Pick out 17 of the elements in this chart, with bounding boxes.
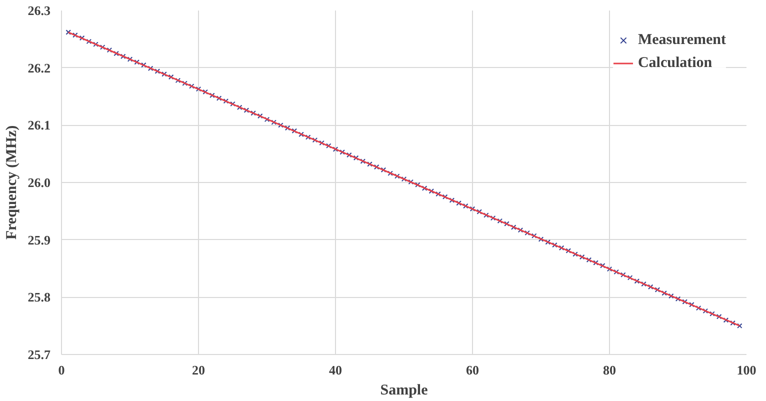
x-tick-label: 100 [736,362,756,378]
x-tick-label: 0 [58,362,65,378]
x-tick-label: 60 [466,362,479,378]
legend-label: Measurement [638,32,726,48]
y-tick-label: 25.7 [28,347,51,362]
y-tick-label: 25.8 [28,290,51,305]
x-tick-label: 80 [603,362,616,378]
y-tick-label: 25.9 [28,232,51,248]
y-tick-label: 26.1 [28,118,50,133]
x-axis-title: Sample [380,382,428,398]
legend-label: Calculation [638,54,712,72]
x-tick-label: 40 [329,362,342,378]
y-axis-title: Frequency (MHz) [4,125,20,240]
x-tick-label: 20 [192,362,205,378]
y-tick-label: 26.0 [28,175,50,190]
y-tick-label: 26.2 [28,60,50,76]
y-tick-label: 26.3 [28,3,51,18]
